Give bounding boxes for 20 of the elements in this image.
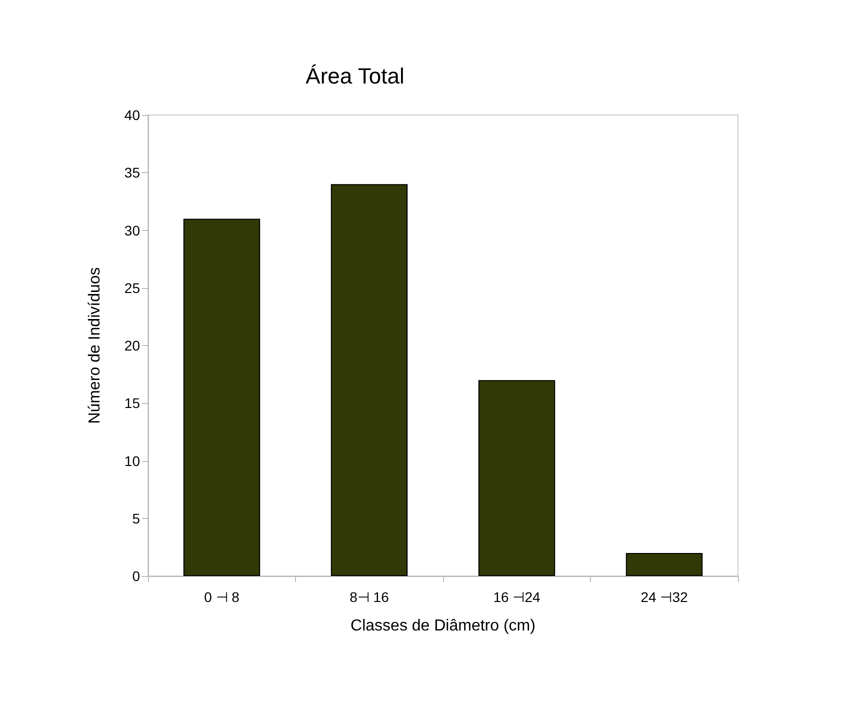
y-tick-label: 0 [132,568,140,584]
bar [330,184,408,576]
bar [183,218,260,576]
y-tick-label: 5 [132,510,140,526]
x-axis-title: Classes de Diâmetro (cm) [350,618,536,634]
bar [478,380,556,576]
y-tick-label: 30 [124,222,140,238]
y-tick-label: 20 [124,338,140,354]
y-tick-label: 25 [124,280,140,296]
x-tick-label: 16 ⊣24 [493,589,540,605]
y-tick-label: 10 [124,452,140,469]
x-tick-label: 0 ⊣ 8 [204,589,240,605]
y-tick-label: 15 [124,395,140,412]
x-tick-label: 8⊣ 16 [350,589,390,605]
y-axis-title: Número de Indivíduos [86,267,104,424]
y-tick-label: 40 [124,107,140,123]
bar [626,552,703,576]
x-tick-label: 24 ⊣32 [640,589,688,605]
y-tick-label: 35 [124,164,140,181]
chart-title: Área Total [306,64,404,88]
